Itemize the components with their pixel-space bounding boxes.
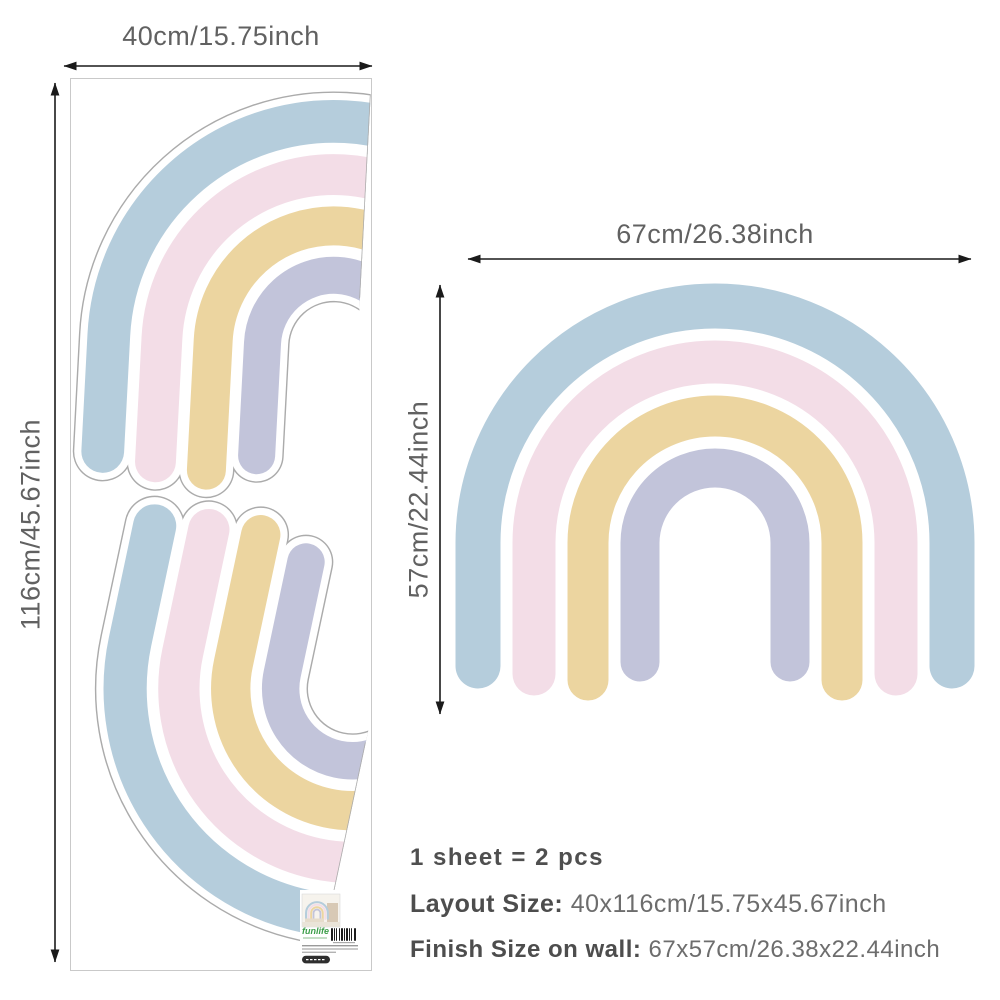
layout-size-value: 40x116cm/15.75x45.67inch [563, 890, 887, 918]
sheet-width-label: 40cm/15.75inch [122, 21, 320, 51]
dimension-arrows [50, 61, 972, 963]
finish-size-text: Finish Size on wall: 67x57cm/26.38x22.44… [410, 936, 940, 964]
wall-height-label: 57cm/22.44inch [403, 400, 434, 599]
sticker-sheet [71, 78, 603, 987]
brand-logo-text: funlife [302, 926, 329, 936]
finish-size-label: Finish Size on wall: [410, 936, 642, 963]
product-label [300, 890, 363, 964]
wall-width-label: 67cm/26.38inch [616, 219, 814, 249]
layout-size-label: Layout Size: [410, 890, 564, 918]
label-badge [302, 955, 330, 964]
sheet-height-label: 116cm/45.67inch [15, 418, 46, 631]
sheet-piece-top [102, 81, 572, 488]
layout-size-text: Layout Size: 40x116cm/15.75x45.67inch [410, 890, 887, 919]
finish-size-value: 67x57cm/26.38x22.44inch [641, 936, 941, 963]
label-fine-print [302, 945, 358, 953]
label-barcode [331, 928, 357, 944]
label-room-photo [301, 893, 341, 928]
assembled-rainbow [478, 306, 952, 680]
sheet-count-text: 1 sheet = 2 pcs [410, 844, 604, 871]
label-brand-tagline [303, 937, 327, 939]
cut-edge-top-piece [359, 94, 372, 299]
